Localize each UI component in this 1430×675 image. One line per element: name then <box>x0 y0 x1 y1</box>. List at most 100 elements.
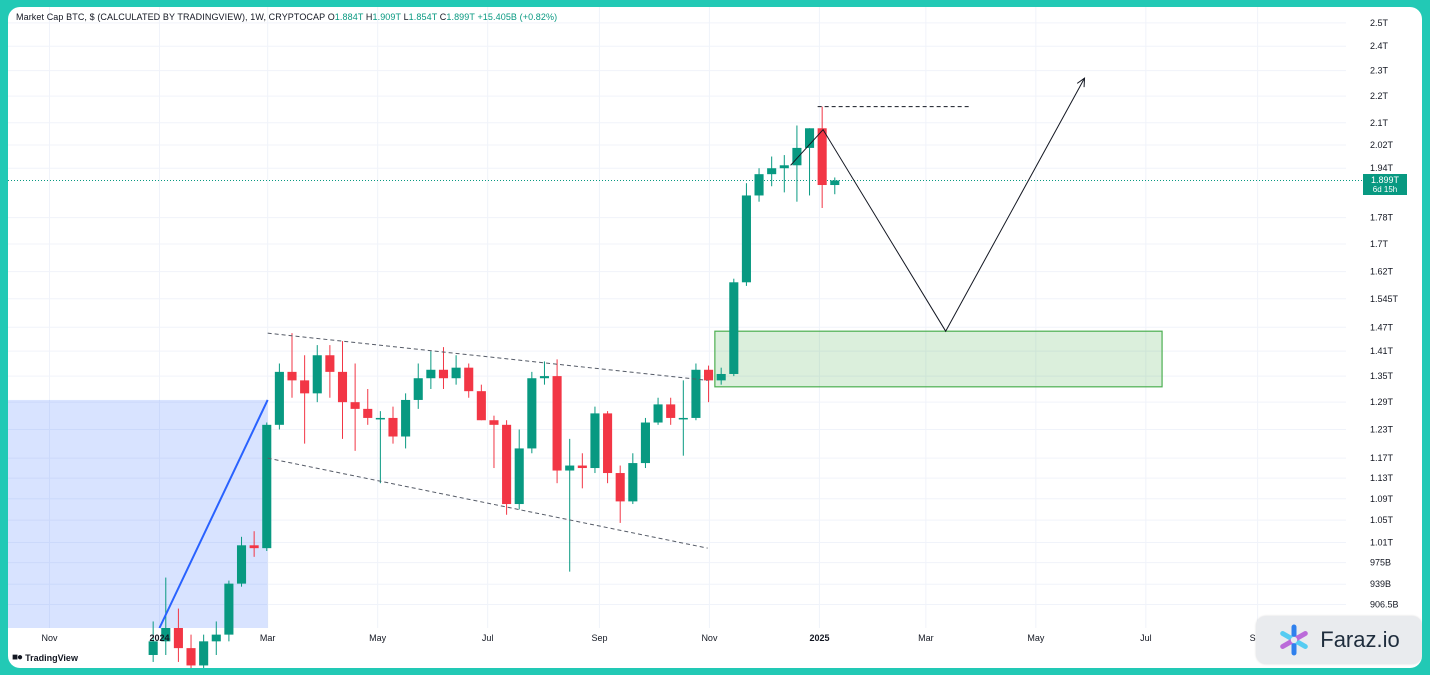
candles <box>148 106 840 668</box>
candle-body <box>224 583 234 635</box>
candle-body <box>741 195 751 283</box>
candle-body <box>830 180 840 186</box>
y-tick-label: 939B <box>1370 579 1391 589</box>
faraz-wordmark: Faraz.io <box>1320 627 1400 652</box>
faraz-watermark: Faraz.io <box>1256 616 1422 664</box>
y-tick-label: 2.4T <box>1370 41 1389 51</box>
candle-body <box>350 402 360 409</box>
y-tick-label: 1.7T <box>1370 239 1389 249</box>
grid <box>8 7 1346 628</box>
y-tick-label: 2.1T <box>1370 118 1389 128</box>
y-tick-label: 1.545T <box>1370 294 1399 304</box>
candle-body <box>401 399 411 437</box>
y-tick-label: 1.62T <box>1370 267 1394 277</box>
drawings-background <box>8 179 1363 628</box>
low-label: L <box>403 12 409 22</box>
candle-body <box>653 404 663 423</box>
candle-body <box>552 376 562 471</box>
candle-body <box>539 376 550 379</box>
candle-body <box>363 408 373 418</box>
candle-body <box>413 378 423 400</box>
low-value: 1.854T <box>408 12 438 22</box>
y-tick-label: 1.47T <box>1370 322 1394 332</box>
x-tick-label: Mar <box>260 633 276 643</box>
candle-body <box>211 634 221 642</box>
candle-body <box>804 128 815 148</box>
candle-body <box>666 404 676 418</box>
y-tick-label: 2.02T <box>1370 140 1394 150</box>
candle-body <box>388 417 398 437</box>
symbol-title: Market Cap BTC, $ (CALCULATED BY TRADING… <box>16 12 326 22</box>
candle-body <box>148 641 158 655</box>
candle-body <box>577 465 587 469</box>
chart-legend: Market Cap BTC, $ (CALCULATED BY TRADING… <box>16 12 557 22</box>
y-tick-label: 1.05T <box>1370 515 1394 525</box>
candle-body <box>325 355 335 372</box>
y-axis[interactable]: 2.5T 2.4T 2.3T 2.2T 2.1T 2.02T 1.94T 1.78T 1.7T 1… <box>1370 18 1399 610</box>
candle-body <box>590 413 600 469</box>
open-value: 1.884T <box>334 12 364 22</box>
open-label: O <box>327 12 335 22</box>
change-value: +15.405B (+0.82%) <box>477 12 558 22</box>
candle-body <box>249 545 259 549</box>
y-tick-label: 1.13T <box>1370 473 1394 483</box>
channel-lower-line <box>267 457 708 549</box>
y-tick-label: 1.23T <box>1370 424 1394 434</box>
candle-body <box>792 147 802 166</box>
tradingview-logo[interactable]: ■● TradingView <box>12 652 78 663</box>
y-tick-label: 2.3T <box>1370 66 1389 76</box>
y-tick-label: 1.29T <box>1370 397 1394 407</box>
price-label-box <box>1363 174 1407 195</box>
candle-body <box>615 473 625 502</box>
candle-body <box>565 465 575 471</box>
candle-body <box>337 371 348 403</box>
candle-body <box>716 373 726 381</box>
candle-body <box>451 367 461 379</box>
tradingview-logo-text: TradingView <box>25 652 78 663</box>
x-tick-label: May <box>1027 633 1045 643</box>
chart-canvas[interactable]: 2.5T 2.4T 2.3T 2.2T 2.1T 2.02T 1.94T 1.78T 1.7T 1… <box>8 7 1422 668</box>
y-tick-label: 1.01T <box>1370 537 1394 547</box>
x-tick-label: Sep <box>591 633 607 643</box>
y-tick-label: 2.2T <box>1370 91 1389 101</box>
candle-body <box>262 424 272 549</box>
candle-body <box>527 378 537 449</box>
candle-body <box>779 165 789 169</box>
y-tick-label: 1.94T <box>1370 163 1394 173</box>
candle-body <box>754 174 764 196</box>
y-tick-label: 1.35T <box>1370 371 1394 381</box>
candle-body <box>489 420 499 425</box>
candle-body <box>464 367 474 392</box>
drawings-foreground <box>158 77 1086 629</box>
current-price-marker: 1.899T 6d 15h <box>1363 174 1407 195</box>
rally-trend-line <box>158 399 269 629</box>
x-tick-label: 2024 <box>149 633 169 643</box>
candle-body <box>476 391 486 421</box>
candle-body <box>502 424 512 505</box>
candle-body <box>438 369 449 379</box>
price-label-countdown: 6d 15h <box>1373 185 1397 194</box>
x-tick-label: Nov <box>41 633 58 643</box>
chart-frame: 2.5T 2.4T 2.3T 2.2T 2.1T 2.02T 1.94T 1.78T 1.7T 1… <box>8 7 1422 668</box>
candle-body <box>161 628 171 642</box>
candle-body <box>767 168 777 175</box>
candle-body <box>375 417 385 420</box>
close-label: C <box>439 12 447 22</box>
candle-body <box>678 417 688 420</box>
projection-arrowhead <box>1076 77 1086 88</box>
candle-body <box>287 371 297 381</box>
candle-body <box>274 371 284 425</box>
candle-body <box>199 641 209 666</box>
candle-body <box>312 355 322 394</box>
y-tick-label: 1.17T <box>1370 453 1394 463</box>
x-tick-label: Nov <box>701 633 718 643</box>
x-tick-label: Jul <box>1140 633 1152 643</box>
candle-body <box>704 369 714 381</box>
candle-body <box>691 369 701 418</box>
candle-body <box>603 413 613 474</box>
candle-body <box>640 422 650 464</box>
y-tick-label: 1.78T <box>1370 213 1394 223</box>
y-tick-label: 2.5T <box>1370 18 1389 28</box>
candle-body <box>173 628 183 649</box>
high-label: H <box>365 12 373 22</box>
